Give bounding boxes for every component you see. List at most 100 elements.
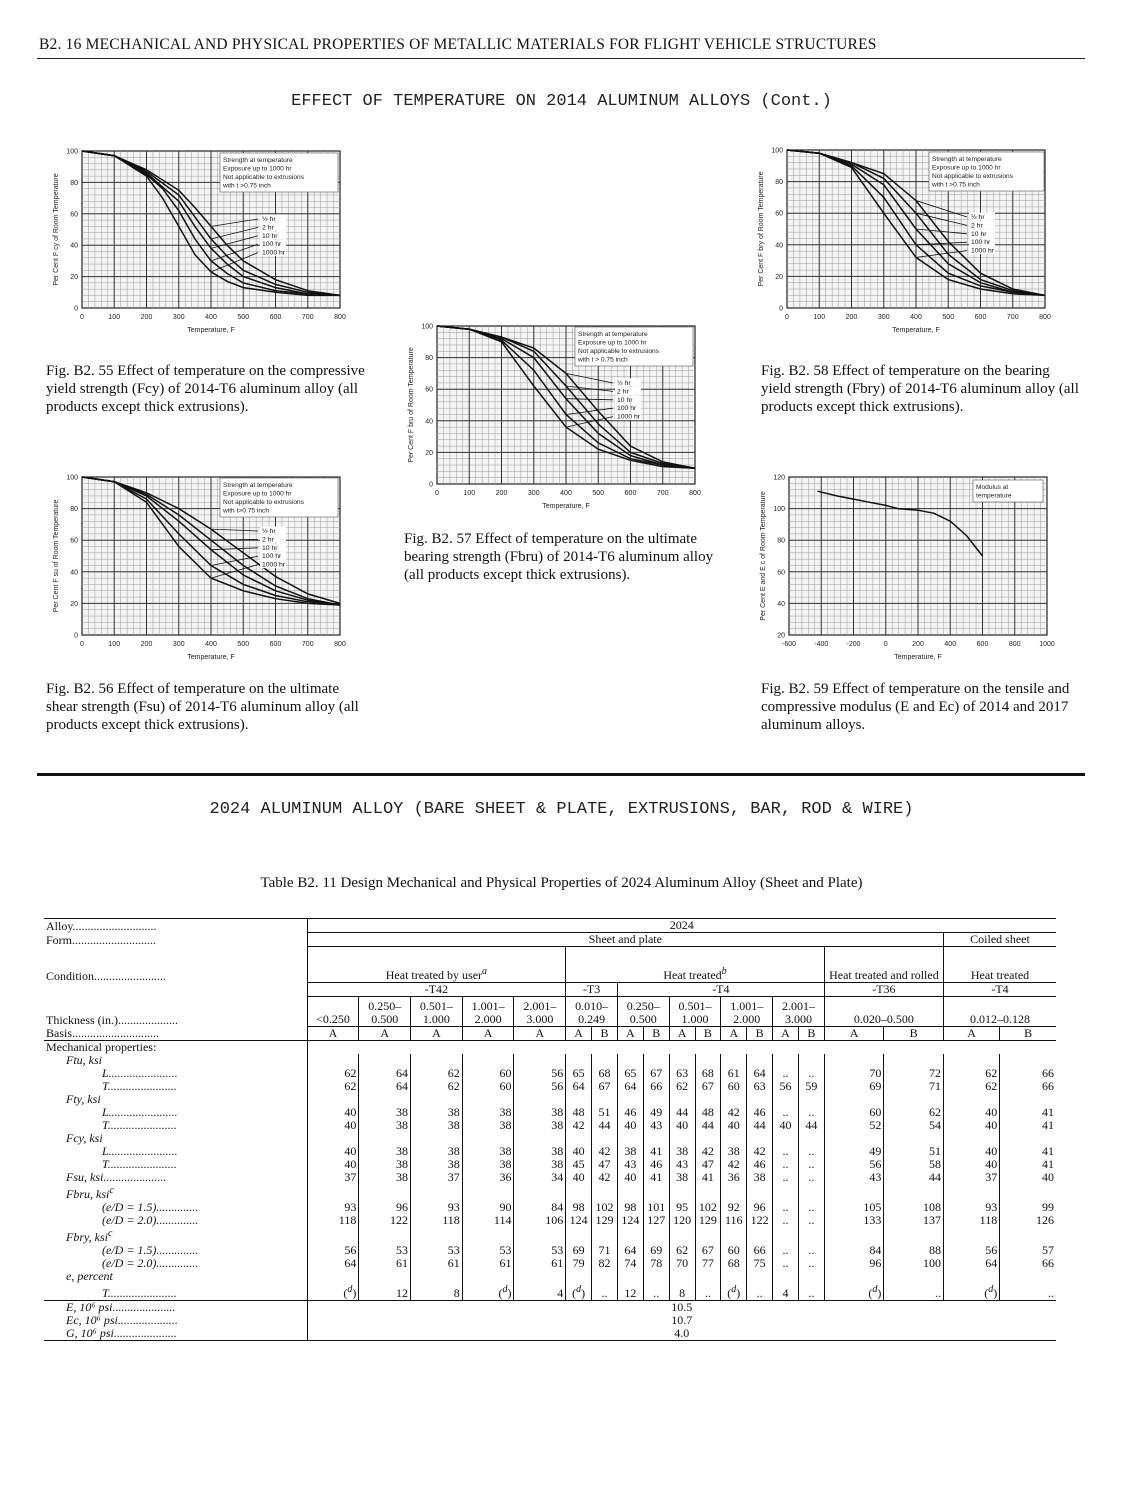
value-cell: 56 <box>513 1067 566 1080</box>
value-cell: .. <box>772 1257 799 1270</box>
curve-leader <box>210 528 259 532</box>
value-cell: 42 <box>746 1145 773 1158</box>
value-cell: 72 <box>883 1067 944 1080</box>
value-cell: 102 <box>694 1201 721 1214</box>
x-tick-label: 800 <box>1039 314 1051 321</box>
x-tick-label: 800 <box>334 314 346 321</box>
legend-text: with t >0.75 inch <box>222 183 271 190</box>
figure-b2-56: 0 100 200 300 400 500 600 700 800 0 20 40 60 80 100 Tem… <box>40 467 360 672</box>
legend-text: Not applicable to extrusions <box>223 174 305 181</box>
caption-b2-58: Fig. B2. 58 Effect of temperature on the… <box>761 363 1079 415</box>
row-label: L....................... <box>44 1106 308 1119</box>
x-tick-label: 200 <box>912 641 924 648</box>
value-cell: 51 <box>591 1106 618 1119</box>
value-cell: .. <box>772 1214 799 1227</box>
x-tick-label: 300 <box>528 490 540 497</box>
value-cell: 47 <box>591 1158 618 1171</box>
value-cell: 61 <box>461 1257 514 1270</box>
x-axis-label: Temperature, F <box>187 654 234 661</box>
x-tick-label: -400 <box>814 641 828 648</box>
value-cell: 67 <box>694 1080 721 1093</box>
value-cell: 48 <box>694 1106 721 1119</box>
x-tick-label: 500 <box>237 641 249 648</box>
y-tick-label: 80 <box>70 180 78 187</box>
chart-svg: 0 100 200 300 400 500 600 700 800 0 20 40 60 80 100 Tem… <box>53 475 346 662</box>
value-cell: 64 <box>565 1080 592 1093</box>
value-cell: 69 <box>642 1244 670 1257</box>
value-cell: 66 <box>642 1080 670 1093</box>
value-cell: 40 <box>772 1119 799 1132</box>
value-cell: 40 <box>616 1119 644 1132</box>
value-cell: 64 <box>942 1257 1000 1270</box>
value-cell: .. <box>797 1201 825 1214</box>
x-tick-label: -600 <box>782 641 796 648</box>
caption-b2-59: Fig. B2. 59 Effect of temperature on the… <box>761 681 1070 733</box>
phys-value: 4.0 <box>674 1326 690 1340</box>
value-cell: 126 <box>999 1214 1056 1227</box>
value-cell: 118 <box>942 1214 1000 1227</box>
value-cell: 98 <box>616 1201 644 1214</box>
phys-value: 10.7 <box>671 1313 693 1327</box>
value-cell: 62 <box>883 1106 944 1119</box>
value-cell: .. <box>797 1214 825 1227</box>
thickness-cell: 2.001– 3.000 <box>772 996 825 1027</box>
page-header: B2. 16 MECHANICAL AND PHYSICAL PROPERTIE… <box>39 36 877 53</box>
legend-text: with t > 0.75 inch <box>577 357 628 364</box>
y-tick-label: 0 <box>429 482 433 489</box>
x-tick-label: 600 <box>270 314 282 321</box>
row-label: (e/D = 2.0).............. <box>44 1214 308 1227</box>
curve-leader <box>210 547 259 551</box>
curve-leader <box>565 398 614 401</box>
value-cell: 41 <box>999 1158 1056 1171</box>
curve-leader <box>210 235 259 249</box>
value-cell: 38 <box>358 1171 411 1184</box>
curve-label: 2 hr <box>262 536 274 543</box>
value-cell: 62 <box>668 1080 695 1093</box>
value-cell: 38 <box>358 1158 411 1171</box>
value-cell: 64 <box>616 1080 644 1093</box>
value-cell: 34 <box>513 1171 566 1184</box>
row-label: Fbru, ksic <box>44 1184 308 1201</box>
value-cell: 42 <box>720 1106 747 1119</box>
value-cell: 71 <box>883 1080 944 1093</box>
y-tick-label: 80 <box>775 179 783 186</box>
x-tick-label: 600 <box>625 490 637 497</box>
legend-text: Strength at temperature <box>223 157 293 164</box>
value-cell: (d) <box>565 1283 592 1301</box>
value-cell: 44 <box>694 1119 721 1132</box>
value-cell: 40 <box>942 1119 1000 1132</box>
x-tick-label: 0 <box>785 314 789 321</box>
value-cell: 8 <box>410 1283 463 1301</box>
basis-cell: A <box>410 1026 463 1041</box>
value-cell: 12 <box>616 1283 644 1301</box>
value-cell: 51 <box>883 1145 944 1158</box>
value-cell: 70 <box>823 1067 884 1080</box>
value-cell: 40 <box>344 1118 357 1132</box>
x-tick-label: 400 <box>910 314 922 321</box>
y-axis-label: Per Cent E and E c of Room Temperature <box>760 491 767 621</box>
value-cell: .. <box>772 1171 799 1184</box>
value-cell: .. <box>797 1283 825 1301</box>
legend-text: Strength at temperature <box>932 156 1002 163</box>
value-cell: .. <box>772 1244 799 1257</box>
value-cell: 53 <box>513 1244 566 1257</box>
x-tick-label: 400 <box>944 641 956 648</box>
condition-heat-treated: Heat treatedb <box>565 946 825 983</box>
y-axis-label: Per Cent F su of Room Temperature <box>53 500 60 613</box>
value-cell: 59 <box>797 1080 825 1093</box>
value-cell: 137 <box>883 1214 944 1227</box>
basis-cell: A <box>772 1026 799 1041</box>
value-cell: 46 <box>642 1158 670 1171</box>
x-tick-label: 0 <box>80 641 84 648</box>
row-label: Fbry, ksic <box>44 1227 308 1244</box>
basis-cell: A <box>358 1026 411 1041</box>
y-axis-label: Per Cent F cy of Room Temperature <box>53 173 60 285</box>
curve-leader <box>565 416 614 428</box>
curve-leader <box>210 252 259 273</box>
legend-text: with t>0.75 inch <box>222 508 269 515</box>
x-tick-label: 200 <box>846 314 858 321</box>
y-axis-label: Per Cent F bry of Room Temperature <box>758 171 765 286</box>
thickness-cell: 0.250– 0.500 <box>358 996 411 1027</box>
table-caption: Table B2. 11 Design Mechanical and Physi… <box>260 875 863 891</box>
value-cell: 57 <box>999 1244 1056 1257</box>
